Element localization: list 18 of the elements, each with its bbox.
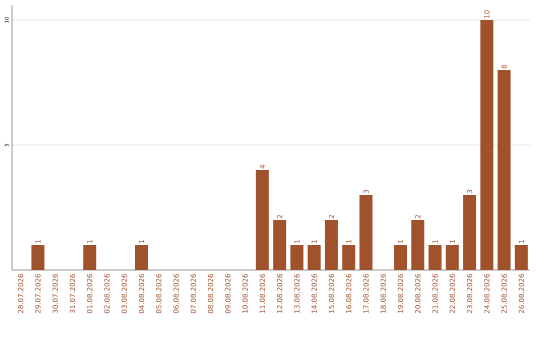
bar (273, 220, 286, 270)
bar (31, 245, 44, 270)
bar (514, 245, 528, 270)
bar (359, 195, 372, 270)
bar (446, 245, 459, 270)
bar (480, 20, 494, 270)
bar (83, 245, 96, 270)
bar (394, 245, 407, 270)
bar (342, 245, 356, 270)
bar (135, 245, 148, 270)
bar (256, 170, 269, 270)
bar (308, 245, 321, 270)
bar (428, 245, 442, 270)
bar (463, 195, 476, 270)
bar (290, 245, 304, 270)
bar (498, 70, 511, 270)
bar (324, 220, 338, 270)
bar (411, 220, 424, 270)
